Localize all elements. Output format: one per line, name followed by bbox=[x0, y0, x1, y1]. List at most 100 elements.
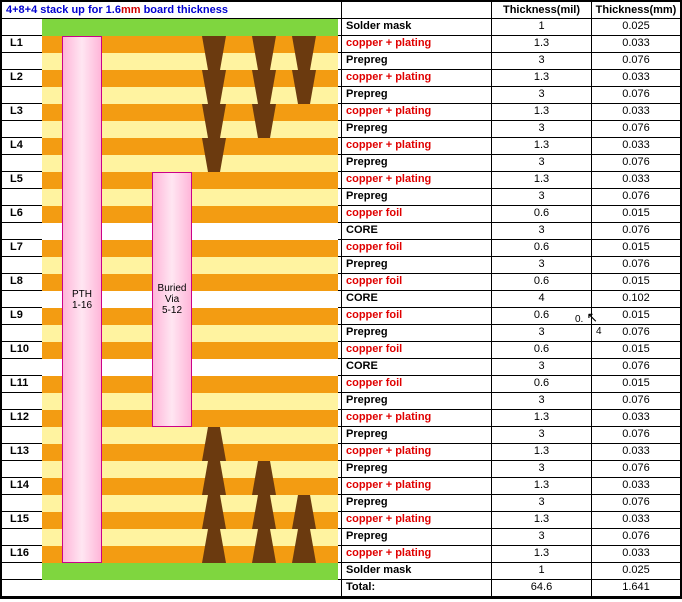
mm-cell: 0.015 bbox=[592, 240, 680, 256]
table-row: L7copper foil0.60.015 bbox=[2, 240, 680, 257]
material-cell: Prepreg bbox=[342, 529, 492, 545]
diagram-cell: L12 bbox=[2, 410, 342, 426]
material-cell: copper + plating bbox=[342, 104, 492, 120]
diagram-cell bbox=[2, 325, 342, 341]
mm-cell: 0.033 bbox=[592, 512, 680, 528]
layer-strip bbox=[42, 393, 338, 410]
mil-cell: 3 bbox=[492, 53, 592, 69]
table-row: L13copper + plating1.30.033 bbox=[2, 444, 680, 461]
diagram-cell: L8 bbox=[2, 274, 342, 290]
mil-cell: 1 bbox=[492, 19, 592, 35]
total-diagram-cell bbox=[2, 580, 342, 596]
mm-cell: 0.076 bbox=[592, 53, 680, 69]
hdr-material bbox=[342, 2, 492, 18]
layer-strip bbox=[42, 121, 338, 138]
layer-strip bbox=[42, 325, 338, 342]
stackup-table: 4+8+4 stack up for 1.6mm board thickness… bbox=[0, 0, 682, 599]
mil-cell: 3 bbox=[492, 495, 592, 511]
layer-strip bbox=[42, 461, 338, 478]
mil-cell: 1 bbox=[492, 563, 592, 579]
mm-cell: 0.033 bbox=[592, 546, 680, 562]
layer-label: L1 bbox=[10, 37, 40, 49]
layer-strip bbox=[42, 87, 338, 104]
mil-cell: 0.6 bbox=[492, 376, 592, 392]
mil-cell: 4 bbox=[492, 291, 592, 307]
mm-cell: 0.076 bbox=[592, 359, 680, 375]
table-row: Prepreg30.076 bbox=[2, 393, 680, 410]
layer-strip bbox=[42, 19, 338, 36]
mil-cell: 1.3 bbox=[492, 546, 592, 562]
mm-cell: 0.076 bbox=[592, 121, 680, 137]
layer-strip bbox=[42, 359, 338, 376]
diagram-cell bbox=[2, 495, 342, 511]
material-cell: Prepreg bbox=[342, 257, 492, 273]
layer-strip bbox=[42, 376, 338, 393]
layer-label: L16 bbox=[10, 547, 40, 559]
diagram-cell: L16 bbox=[2, 546, 342, 562]
diagram-cell: L2 bbox=[2, 70, 342, 86]
layer-label: L9 bbox=[10, 309, 40, 321]
material-cell: Prepreg bbox=[342, 189, 492, 205]
material-cell: CORE bbox=[342, 223, 492, 239]
layer-strip bbox=[42, 427, 338, 444]
table-row: L5copper + plating1.30.033 bbox=[2, 172, 680, 189]
layer-strip bbox=[42, 495, 338, 512]
table-row: L8copper foil0.60.015 bbox=[2, 274, 680, 291]
title-p2: mm bbox=[121, 4, 141, 16]
layer-strip bbox=[42, 308, 338, 325]
mil-cell: 0.6 bbox=[492, 206, 592, 222]
diagram-cell bbox=[2, 393, 342, 409]
layer-label: L15 bbox=[10, 513, 40, 525]
mm-cell: 0.015 bbox=[592, 376, 680, 392]
layer-strip bbox=[42, 155, 338, 172]
mm-cell: 0.015 bbox=[592, 274, 680, 290]
hdr-mil: Thickness(mil) bbox=[492, 2, 592, 18]
mil-cell: 1.3 bbox=[492, 410, 592, 426]
mil-cell: 0.6 bbox=[492, 342, 592, 358]
mm-cell: 0.025 bbox=[592, 563, 680, 579]
material-cell: Prepreg bbox=[342, 461, 492, 477]
material-cell: copper + plating bbox=[342, 546, 492, 562]
diagram-cell: L10 bbox=[2, 342, 342, 358]
mm-cell: 0.102 bbox=[592, 291, 680, 307]
mm-cell: 0.033 bbox=[592, 138, 680, 154]
diagram-cell bbox=[2, 291, 342, 307]
mm-cell: 0.076 bbox=[592, 257, 680, 273]
cursor-icon: 0. ↖ bbox=[575, 309, 598, 326]
diagram-cell: L6 bbox=[2, 206, 342, 222]
mil-cell: 3 bbox=[492, 325, 592, 341]
material-cell: copper foil bbox=[342, 206, 492, 222]
material-cell: copper + plating bbox=[342, 36, 492, 52]
table-row: Prepreg30.076 bbox=[2, 529, 680, 546]
table-row: Prepreg30.076 bbox=[2, 495, 680, 512]
diagram-cell bbox=[2, 427, 342, 443]
mm-cell: 0.033 bbox=[592, 410, 680, 426]
layer-strip bbox=[42, 189, 338, 206]
table-row: CORE40.102 bbox=[2, 291, 680, 308]
mm-cell: 0.076 bbox=[592, 325, 680, 341]
layer-strip bbox=[42, 36, 338, 53]
material-cell: Prepreg bbox=[342, 325, 492, 341]
diagram-cell: L3 bbox=[2, 104, 342, 120]
mil-cell: 3 bbox=[492, 529, 592, 545]
diagram-cell: L7 bbox=[2, 240, 342, 256]
table-row: Prepreg30.076 bbox=[2, 53, 680, 70]
material-cell: copper + plating bbox=[342, 444, 492, 460]
table-row: Prepreg30.076 bbox=[2, 461, 680, 478]
diagram-cell: L15 bbox=[2, 512, 342, 528]
material-cell: copper + plating bbox=[342, 512, 492, 528]
material-cell: Prepreg bbox=[342, 495, 492, 511]
table-row: L11copper foil0.60.015 bbox=[2, 376, 680, 393]
material-cell: copper + plating bbox=[342, 478, 492, 494]
layer-label: L3 bbox=[10, 105, 40, 117]
title-p1: 4+8+4 stack up for 1.6 bbox=[6, 4, 121, 16]
material-cell: Prepreg bbox=[342, 427, 492, 443]
mil-cell: 3 bbox=[492, 189, 592, 205]
table-row: Prepreg30.076 bbox=[2, 257, 680, 274]
rows-host: Solder mask10.025L1copper + plating1.30.… bbox=[2, 19, 680, 580]
table-row: L10copper foil0.60.015 bbox=[2, 342, 680, 359]
layer-strip bbox=[42, 478, 338, 495]
layer-strip bbox=[42, 274, 338, 291]
table-row: L4copper + plating1.30.033 bbox=[2, 138, 680, 155]
layer-label: L10 bbox=[10, 343, 40, 355]
